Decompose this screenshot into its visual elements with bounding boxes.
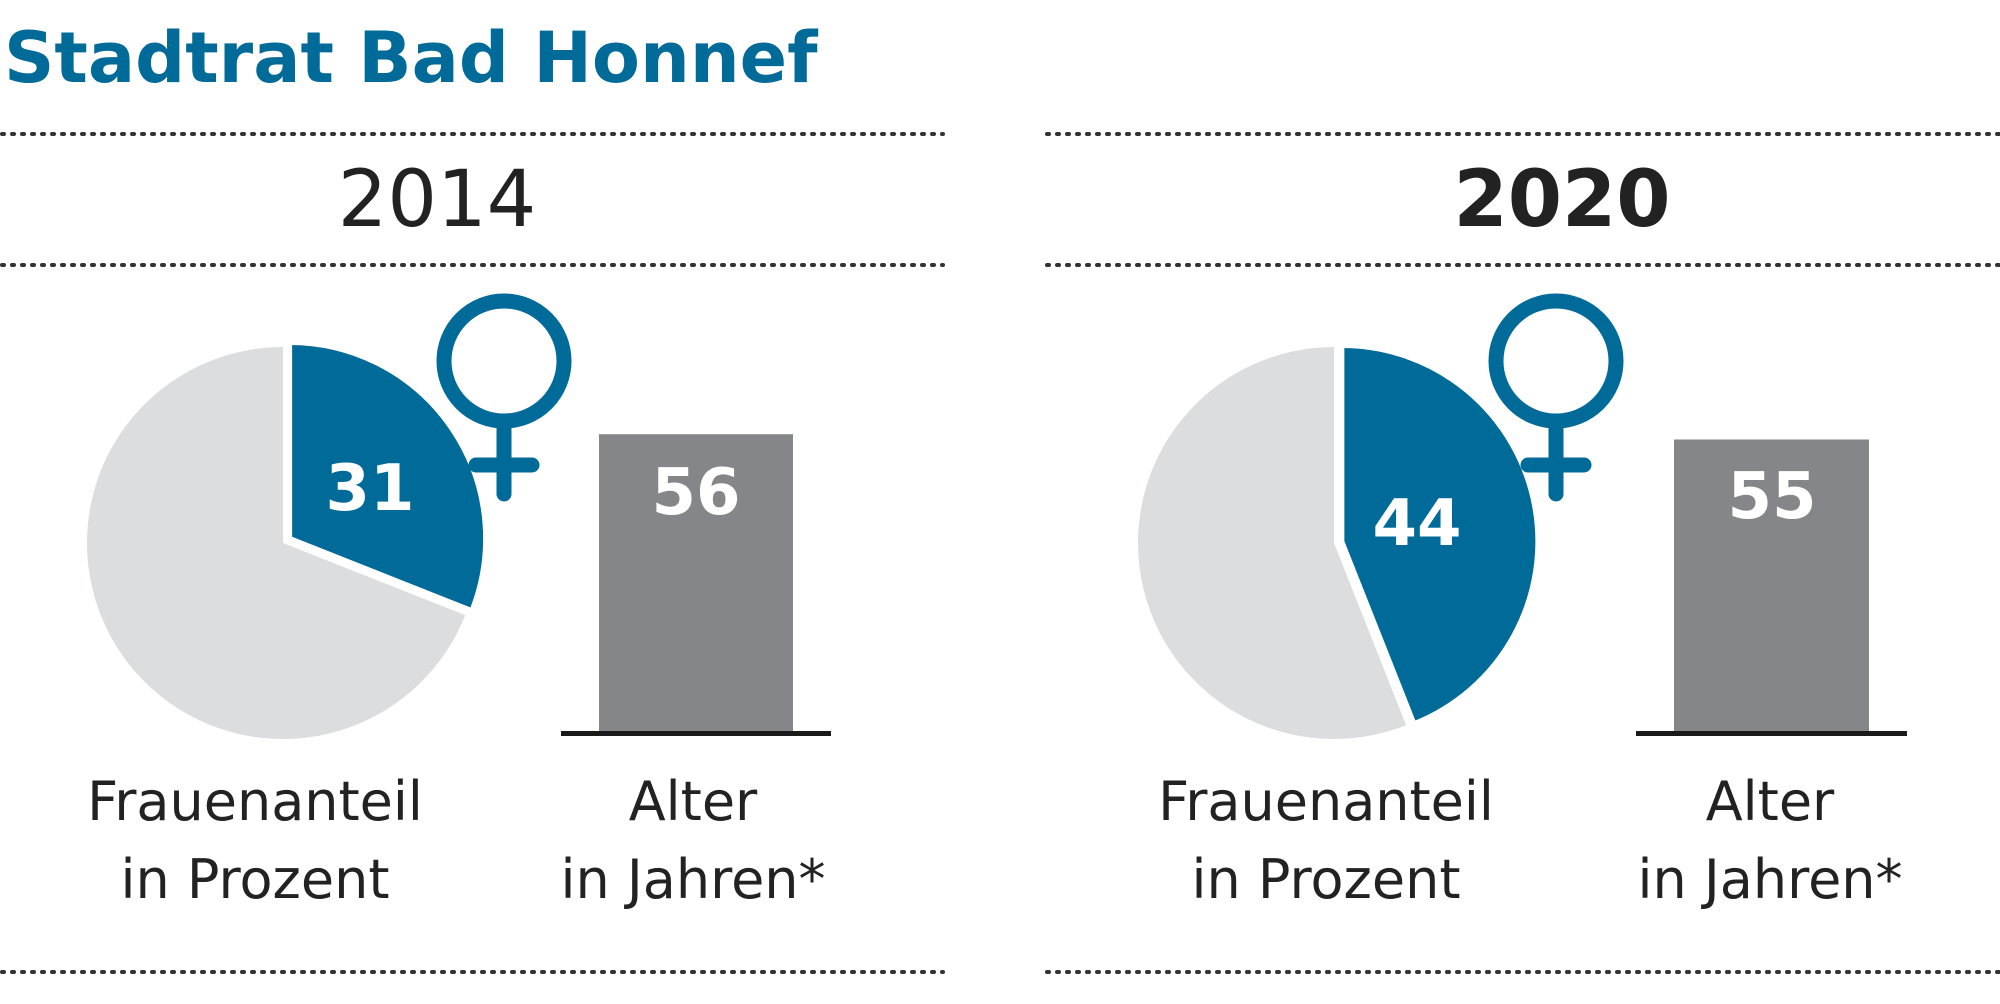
bar-age [599, 434, 793, 731]
pie-2020 [1138, 342, 1541, 739]
bar-2014 [561, 434, 831, 736]
bar-2020 [1636, 439, 1907, 736]
bar-value-2020: 55 [1727, 460, 1816, 534]
pie-slice-female [1339, 342, 1541, 727]
bar-label-2020-line2: in Jahren* [1637, 848, 1902, 911]
pie-2014 [87, 340, 489, 739]
pie-value-2014: 31 [325, 452, 414, 526]
bar-label-2014-line1: Alter [629, 770, 758, 833]
bar-baseline [1636, 731, 1907, 736]
bar-value-2014: 56 [651, 456, 740, 530]
pie-label-2014-line2: in Prozent [120, 848, 389, 911]
pie-label-2020-line1: Frauenanteil [1158, 770, 1494, 833]
pie-slice-female [287, 340, 489, 614]
year-2014: 2014 [338, 155, 537, 245]
chart-title: Stadtrat Bad Honnef [4, 17, 819, 99]
pie-slice-rest [87, 347, 466, 739]
pie-slice-rest [1138, 347, 1407, 739]
dotted-dividers [0, 132, 2000, 974]
pie-label-2014-line1: Frauenanteil [87, 770, 423, 833]
bar-baseline [561, 731, 831, 736]
female-symbol-icon [436, 293, 572, 502]
female-symbol-icon [1488, 293, 1624, 502]
bar-label-2014-line2: in Jahren* [560, 848, 825, 911]
pie-value-2020: 44 [1372, 487, 1461, 561]
bar-label-2020-line1: Alter [1706, 770, 1835, 833]
bar-age [1674, 439, 1869, 731]
year-2020: 2020 [1453, 155, 1670, 245]
pie-label-2020-line2: in Prozent [1191, 848, 1460, 911]
